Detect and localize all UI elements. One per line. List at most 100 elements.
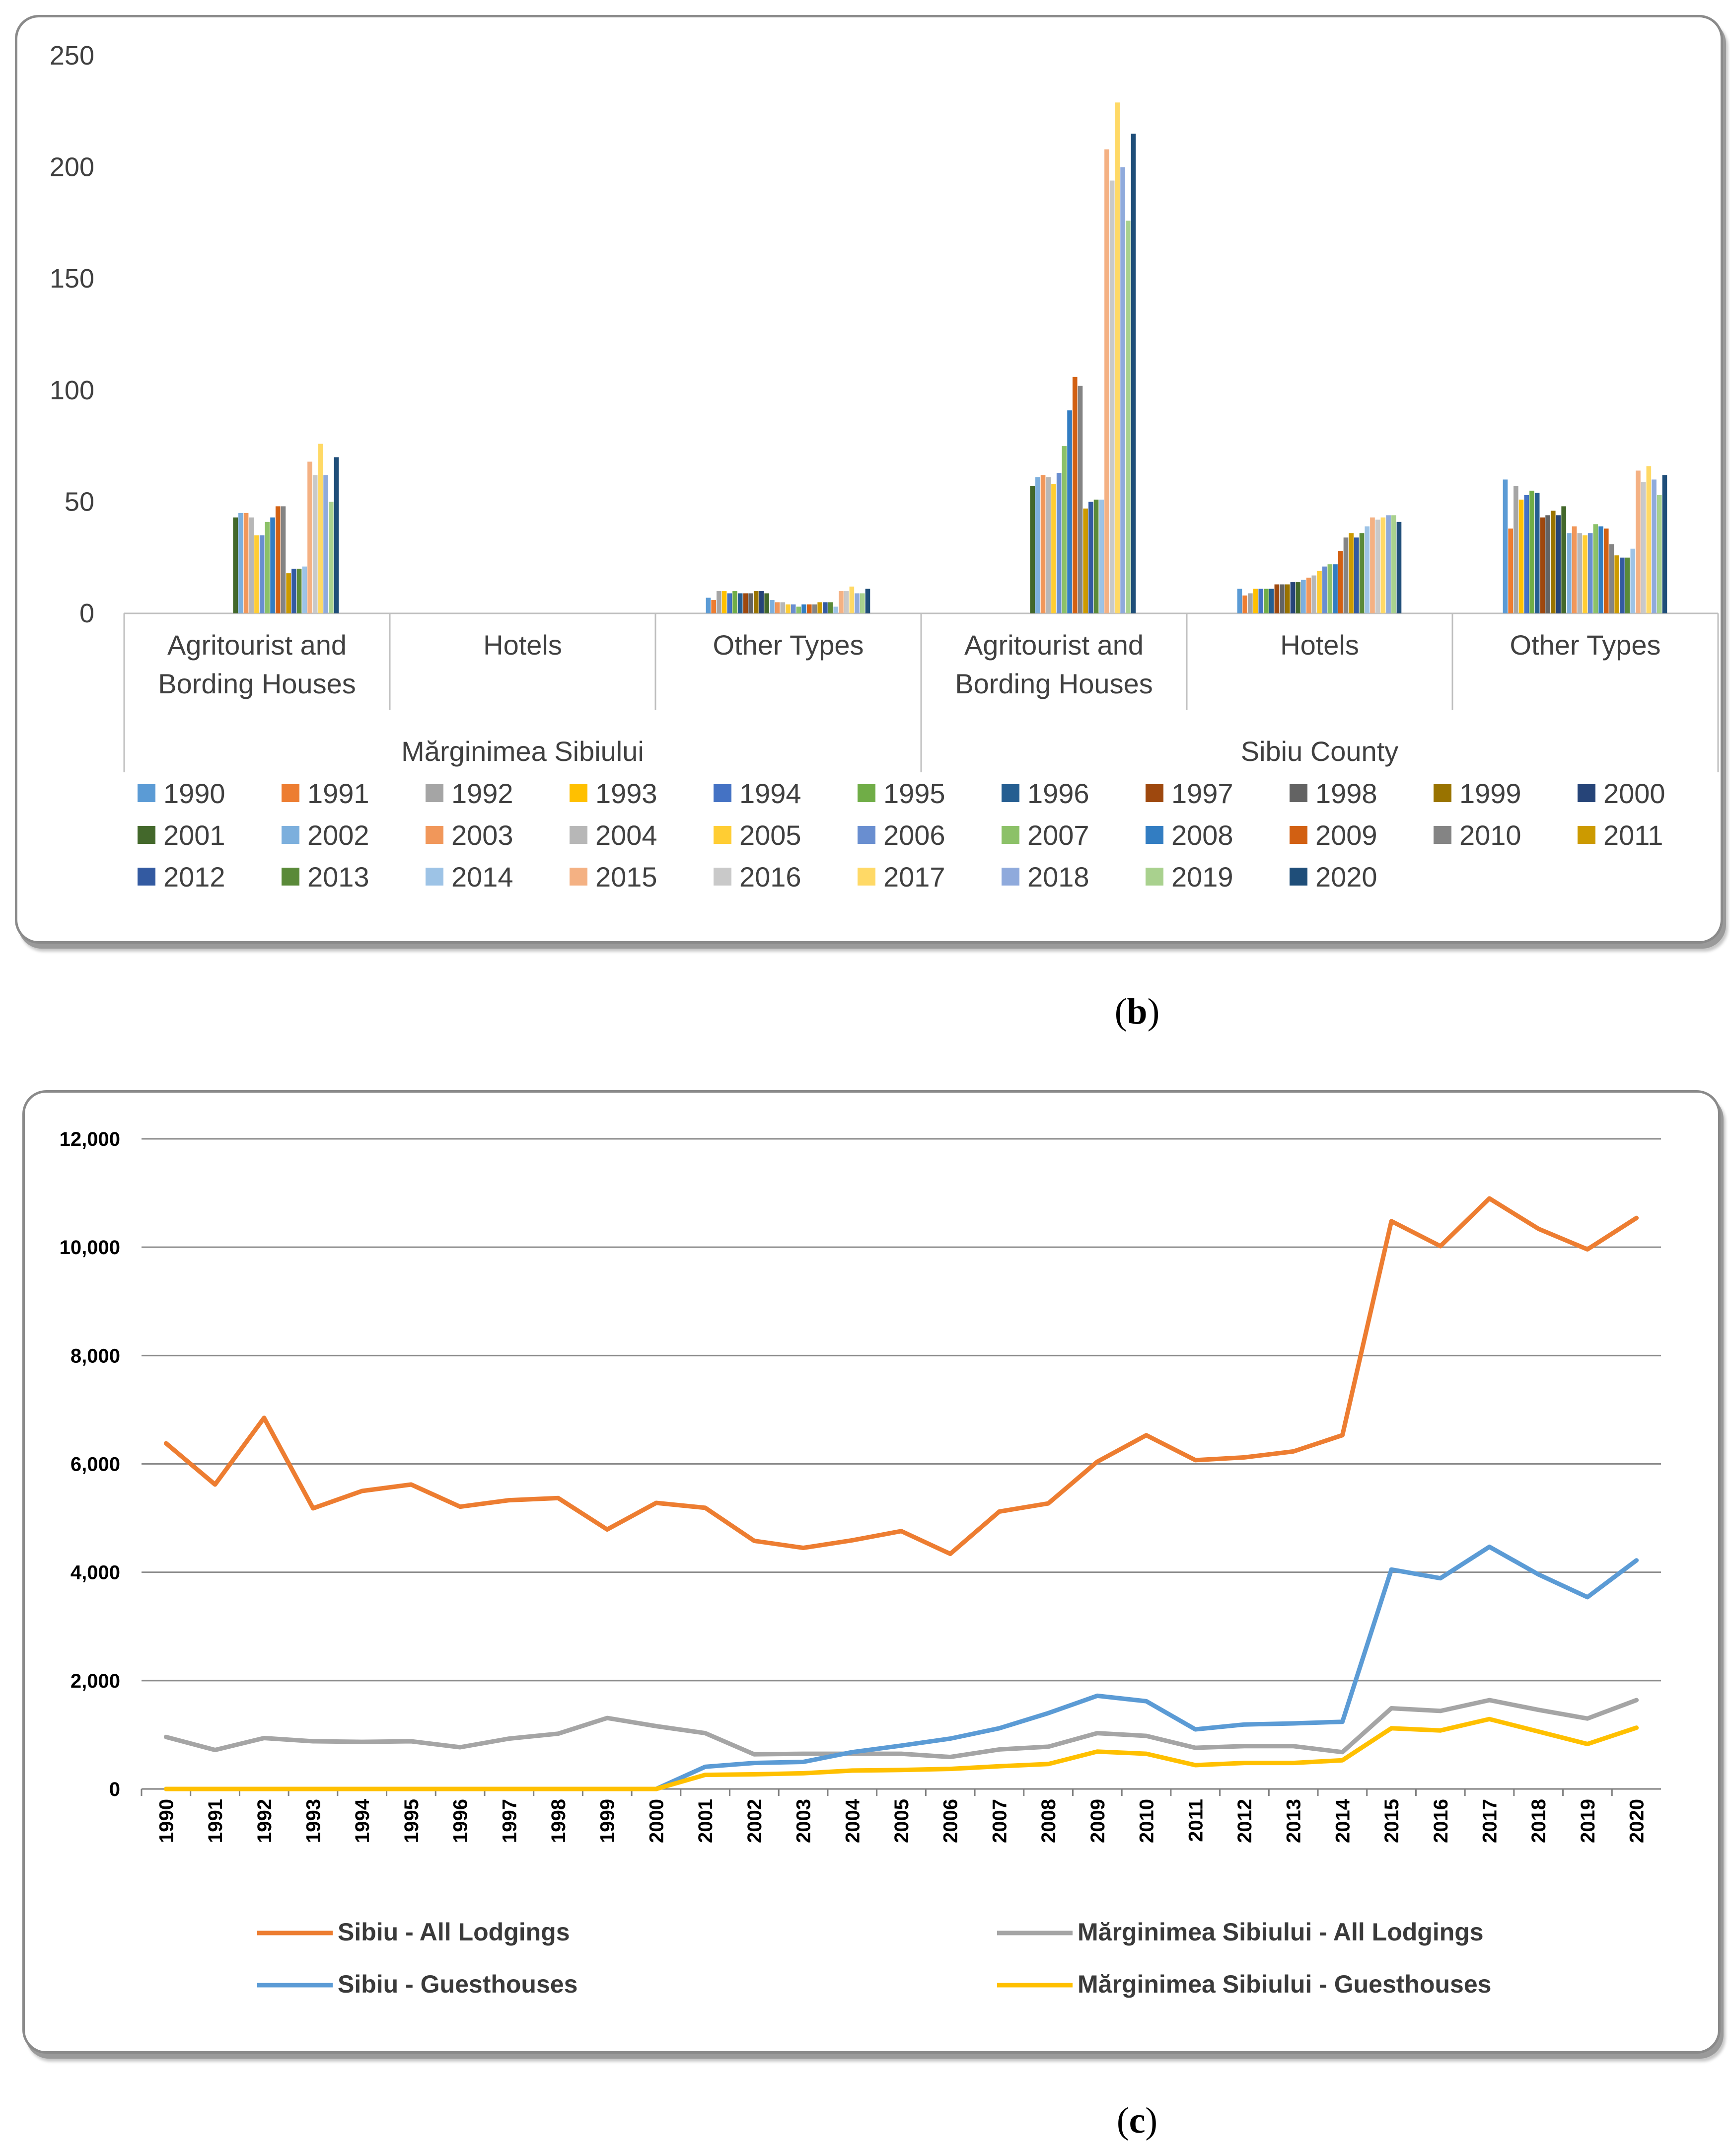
x-tick-label: 2018 (1528, 1799, 1550, 1843)
bar-2019 (1657, 495, 1662, 613)
legend-label-2012: 2012 (163, 861, 225, 892)
legend-swatch-2007 (1002, 826, 1019, 844)
bar-2006 (1322, 566, 1327, 613)
bar-2011 (1083, 508, 1088, 613)
bar-2010 (1343, 537, 1349, 613)
bar-2015 (1104, 149, 1109, 613)
bar-1996 (1534, 493, 1540, 613)
bar-2019 (1125, 221, 1131, 614)
x-tick-label: 1997 (499, 1799, 520, 1843)
category-label: Bording Houses (158, 668, 356, 699)
bar-2017 (1115, 102, 1120, 613)
legend-label-1995: 1995 (883, 778, 945, 809)
bar-2002 (1301, 580, 1306, 613)
legend-swatch-2012 (138, 868, 155, 886)
bar-1995 (1529, 490, 1534, 613)
x-tick-label: 1999 (597, 1799, 619, 1843)
bar-1999 (1550, 511, 1556, 613)
legend-label-1992: 1992 (451, 778, 513, 809)
bar-2006 (259, 535, 265, 613)
x-tick-label: 2009 (1087, 1799, 1109, 1843)
x-tick-label: 2001 (695, 1799, 717, 1843)
bar-2008 (801, 604, 806, 613)
bar-2010 (281, 506, 286, 613)
bar-2018 (1652, 479, 1657, 613)
bar-2016 (1109, 180, 1115, 613)
bar-1998 (1280, 584, 1285, 613)
x-tick-label: 2008 (1038, 1799, 1060, 1843)
y-tick-label: 6,000 (71, 1454, 120, 1476)
bar-2019 (1391, 515, 1396, 613)
x-tick-label: 2005 (891, 1799, 913, 1843)
bar-2003 (1306, 578, 1311, 613)
bar-2003 (775, 602, 780, 613)
bar-1997 (1540, 517, 1545, 613)
bar-1990 (706, 597, 711, 613)
legend-label-2: Sibiu - Guesthouses (338, 1970, 577, 1998)
category-label: Hotels (483, 629, 562, 661)
legend-label-2008: 2008 (1171, 819, 1233, 851)
category-label: Other Types (1510, 629, 1660, 661)
x-tick-label: 2004 (842, 1798, 864, 1843)
category-label: Agritourist and (167, 629, 347, 661)
y-tick-label: 150 (50, 264, 94, 294)
category-label: Agritourist and (964, 629, 1144, 661)
x-tick-label: 1998 (548, 1799, 570, 1843)
bar-2003 (1040, 475, 1046, 613)
bar-2007 (1062, 446, 1067, 613)
bar-2017 (1380, 517, 1386, 613)
bar-2008 (270, 517, 275, 613)
bar-2005 (786, 604, 791, 613)
line-series-0 (163, 1196, 1639, 1557)
bar-2007 (1593, 524, 1598, 613)
legend-swatch-2018 (1002, 868, 1019, 886)
x-tick-label: 2010 (1136, 1799, 1158, 1843)
bar-2015 (1370, 517, 1375, 613)
category-label: Bording Houses (955, 668, 1153, 699)
legend-label-1999: 1999 (1459, 778, 1521, 809)
legend-swatch-2002 (282, 826, 299, 844)
bar-2012 (1620, 557, 1625, 613)
bar-2008 (1598, 526, 1603, 613)
legend-swatch-2014 (426, 868, 443, 886)
bar-chart-b: 250 200 150 100 50 0 Agritourist and Bording Ho… (50, 41, 1719, 892)
legend-label-1990: 1990 (163, 778, 225, 809)
y-tick-label: 250 (50, 41, 94, 71)
legend-swatch-2009 (1290, 826, 1307, 844)
bar-2004 (1311, 575, 1317, 613)
legend-label-2005: 2005 (739, 819, 801, 851)
legend-swatch-1996 (1002, 784, 1019, 802)
x-tick-label: 2013 (1283, 1799, 1305, 1843)
legend-swatch-1992 (426, 784, 443, 802)
bar-1990 (1503, 479, 1508, 613)
bar-2005 (1051, 484, 1056, 613)
bar-1994 (727, 593, 732, 613)
y-tick-label: 50 (65, 487, 94, 517)
bar-1993 (721, 591, 727, 613)
bar-1996 (1269, 589, 1274, 613)
bar-2001 (1296, 582, 1300, 613)
bar-2010 (1609, 544, 1614, 613)
region-label: Mărginimea Sibiului (401, 736, 644, 767)
legend-swatch-2005 (714, 826, 731, 844)
bar-2009 (1338, 551, 1343, 613)
x-tick-label: 2012 (1234, 1799, 1256, 1843)
legend-label-2010: 2010 (1459, 819, 1521, 851)
bar-2009 (1603, 528, 1609, 613)
bar-2018 (323, 475, 328, 613)
bar-2004 (1046, 477, 1051, 613)
legend-swatch-1993 (570, 784, 587, 802)
legend-label-2009: 2009 (1315, 819, 1377, 851)
bar-2007 (265, 521, 270, 613)
x-tick-label: 2006 (940, 1799, 962, 1843)
bar-2020 (1662, 475, 1667, 613)
legend-swatch-2011 (1578, 826, 1595, 844)
bar-2012 (291, 569, 296, 613)
legend-label-2001: 2001 (163, 819, 225, 851)
legend-label-1998: 1998 (1315, 778, 1377, 809)
legend-swatch-1995 (858, 784, 875, 802)
bar-1997 (743, 593, 748, 613)
bar-2019 (860, 593, 865, 613)
legend-swatch-2013 (282, 868, 299, 886)
